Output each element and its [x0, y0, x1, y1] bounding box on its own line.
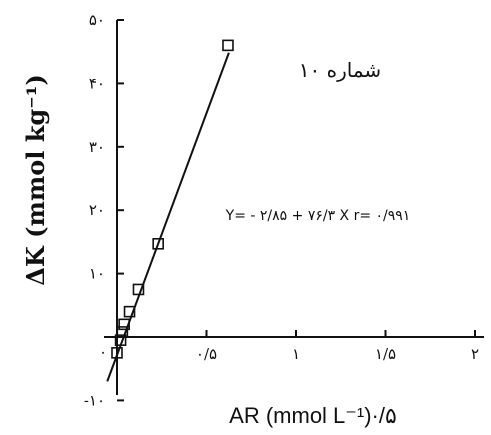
- data-point: [123, 305, 136, 318]
- fit-equation: Y= - ۲/۸۵ + ۷۶/۳ X r= ۰/۹۹۱: [225, 208, 411, 224]
- data-point: [116, 326, 129, 338]
- panel-label: شماره ۱۰: [299, 58, 381, 82]
- x-tick-label: ۱/۵: [375, 345, 396, 363]
- y-ticks: -۱۰ ۱۰ ۲۰ ۳۰ ۴۰ ۵۰: [84, 11, 124, 409]
- data-point: [152, 238, 164, 250]
- fit-line: [106, 52, 230, 382]
- plot-marks: [106, 39, 234, 382]
- x-axis: ۰/۵ ۱ ۱/۵ ۲: [104, 330, 484, 363]
- y-tick-label: ۵۰: [89, 11, 105, 29]
- y-tick-label: ۱۰: [89, 265, 105, 283]
- y-tick-label: ۳۰: [89, 138, 105, 156]
- y-tick-label: -۱۰: [84, 391, 105, 409]
- data-point: [114, 334, 127, 346]
- y-axis-title: ΔK (mmol kg⁻¹): [21, 74, 50, 285]
- data-point: [222, 39, 234, 52]
- x-axis-title: AR (mmol L⁻¹)·/۵: [229, 403, 397, 428]
- origin-label: ۰: [99, 343, 107, 361]
- x-ticks: ۰/۵ ۱ ۱/۵ ۲: [196, 330, 479, 363]
- x-tick-label: ۲: [471, 345, 479, 363]
- x-tick-label: ۱: [292, 345, 300, 363]
- data-point: [132, 283, 145, 296]
- data-point: [118, 318, 130, 331]
- x-tick-label: ۰/۵: [196, 345, 217, 363]
- y-tick-label: ۲۰: [89, 201, 105, 219]
- y-axis: -۱۰ ۱۰ ۲۰ ۳۰ ۴۰ ۵۰: [84, 11, 124, 409]
- data-point: [111, 347, 123, 359]
- y-tick-label: ۴۰: [89, 74, 105, 92]
